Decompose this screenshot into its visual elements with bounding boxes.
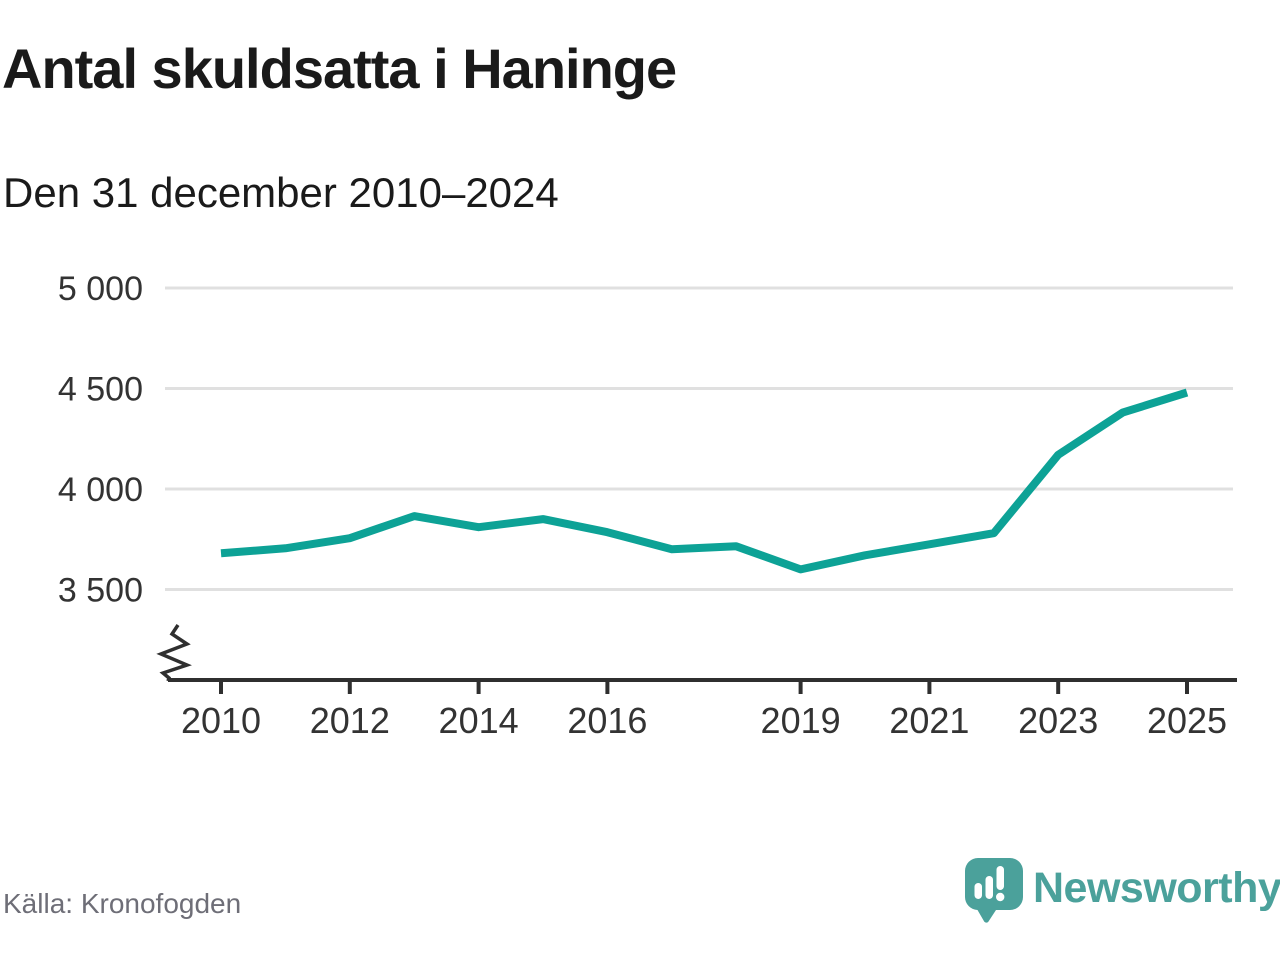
x-tick-label: 2010	[181, 700, 261, 741]
newsworthy-logo-icon	[965, 858, 1023, 923]
x-tick-label: 2019	[761, 700, 841, 741]
x-tick-label: 2021	[889, 700, 969, 741]
y-tick-label: 4 000	[58, 471, 143, 509]
newsworthy-wordmark: Newsworthy	[1033, 864, 1280, 912]
y-tick-label: 4 500	[58, 371, 143, 409]
source-label: Källa: Kronofogden	[3, 888, 242, 919]
chart-subtitle: Den 31 december 2010–2024	[3, 169, 559, 216]
y-tick-label: 3 500	[58, 572, 143, 610]
y-tick-label: 5 000	[58, 270, 143, 308]
x-tick-label: 2025	[1147, 700, 1227, 741]
axis-break-icon	[156, 624, 192, 682]
logo-bars	[974, 866, 1005, 902]
x-tick-label: 2014	[439, 700, 519, 741]
x-tick-label: 2016	[567, 700, 647, 741]
x-tick-label: 2023	[1018, 700, 1098, 741]
x-tick-label: 2012	[310, 700, 390, 741]
chart-title: Antal skuldsatta i Haninge	[2, 37, 677, 100]
newsworthy-logo: Newsworthy	[963, 856, 1280, 926]
data-line	[220, 388, 1189, 574]
